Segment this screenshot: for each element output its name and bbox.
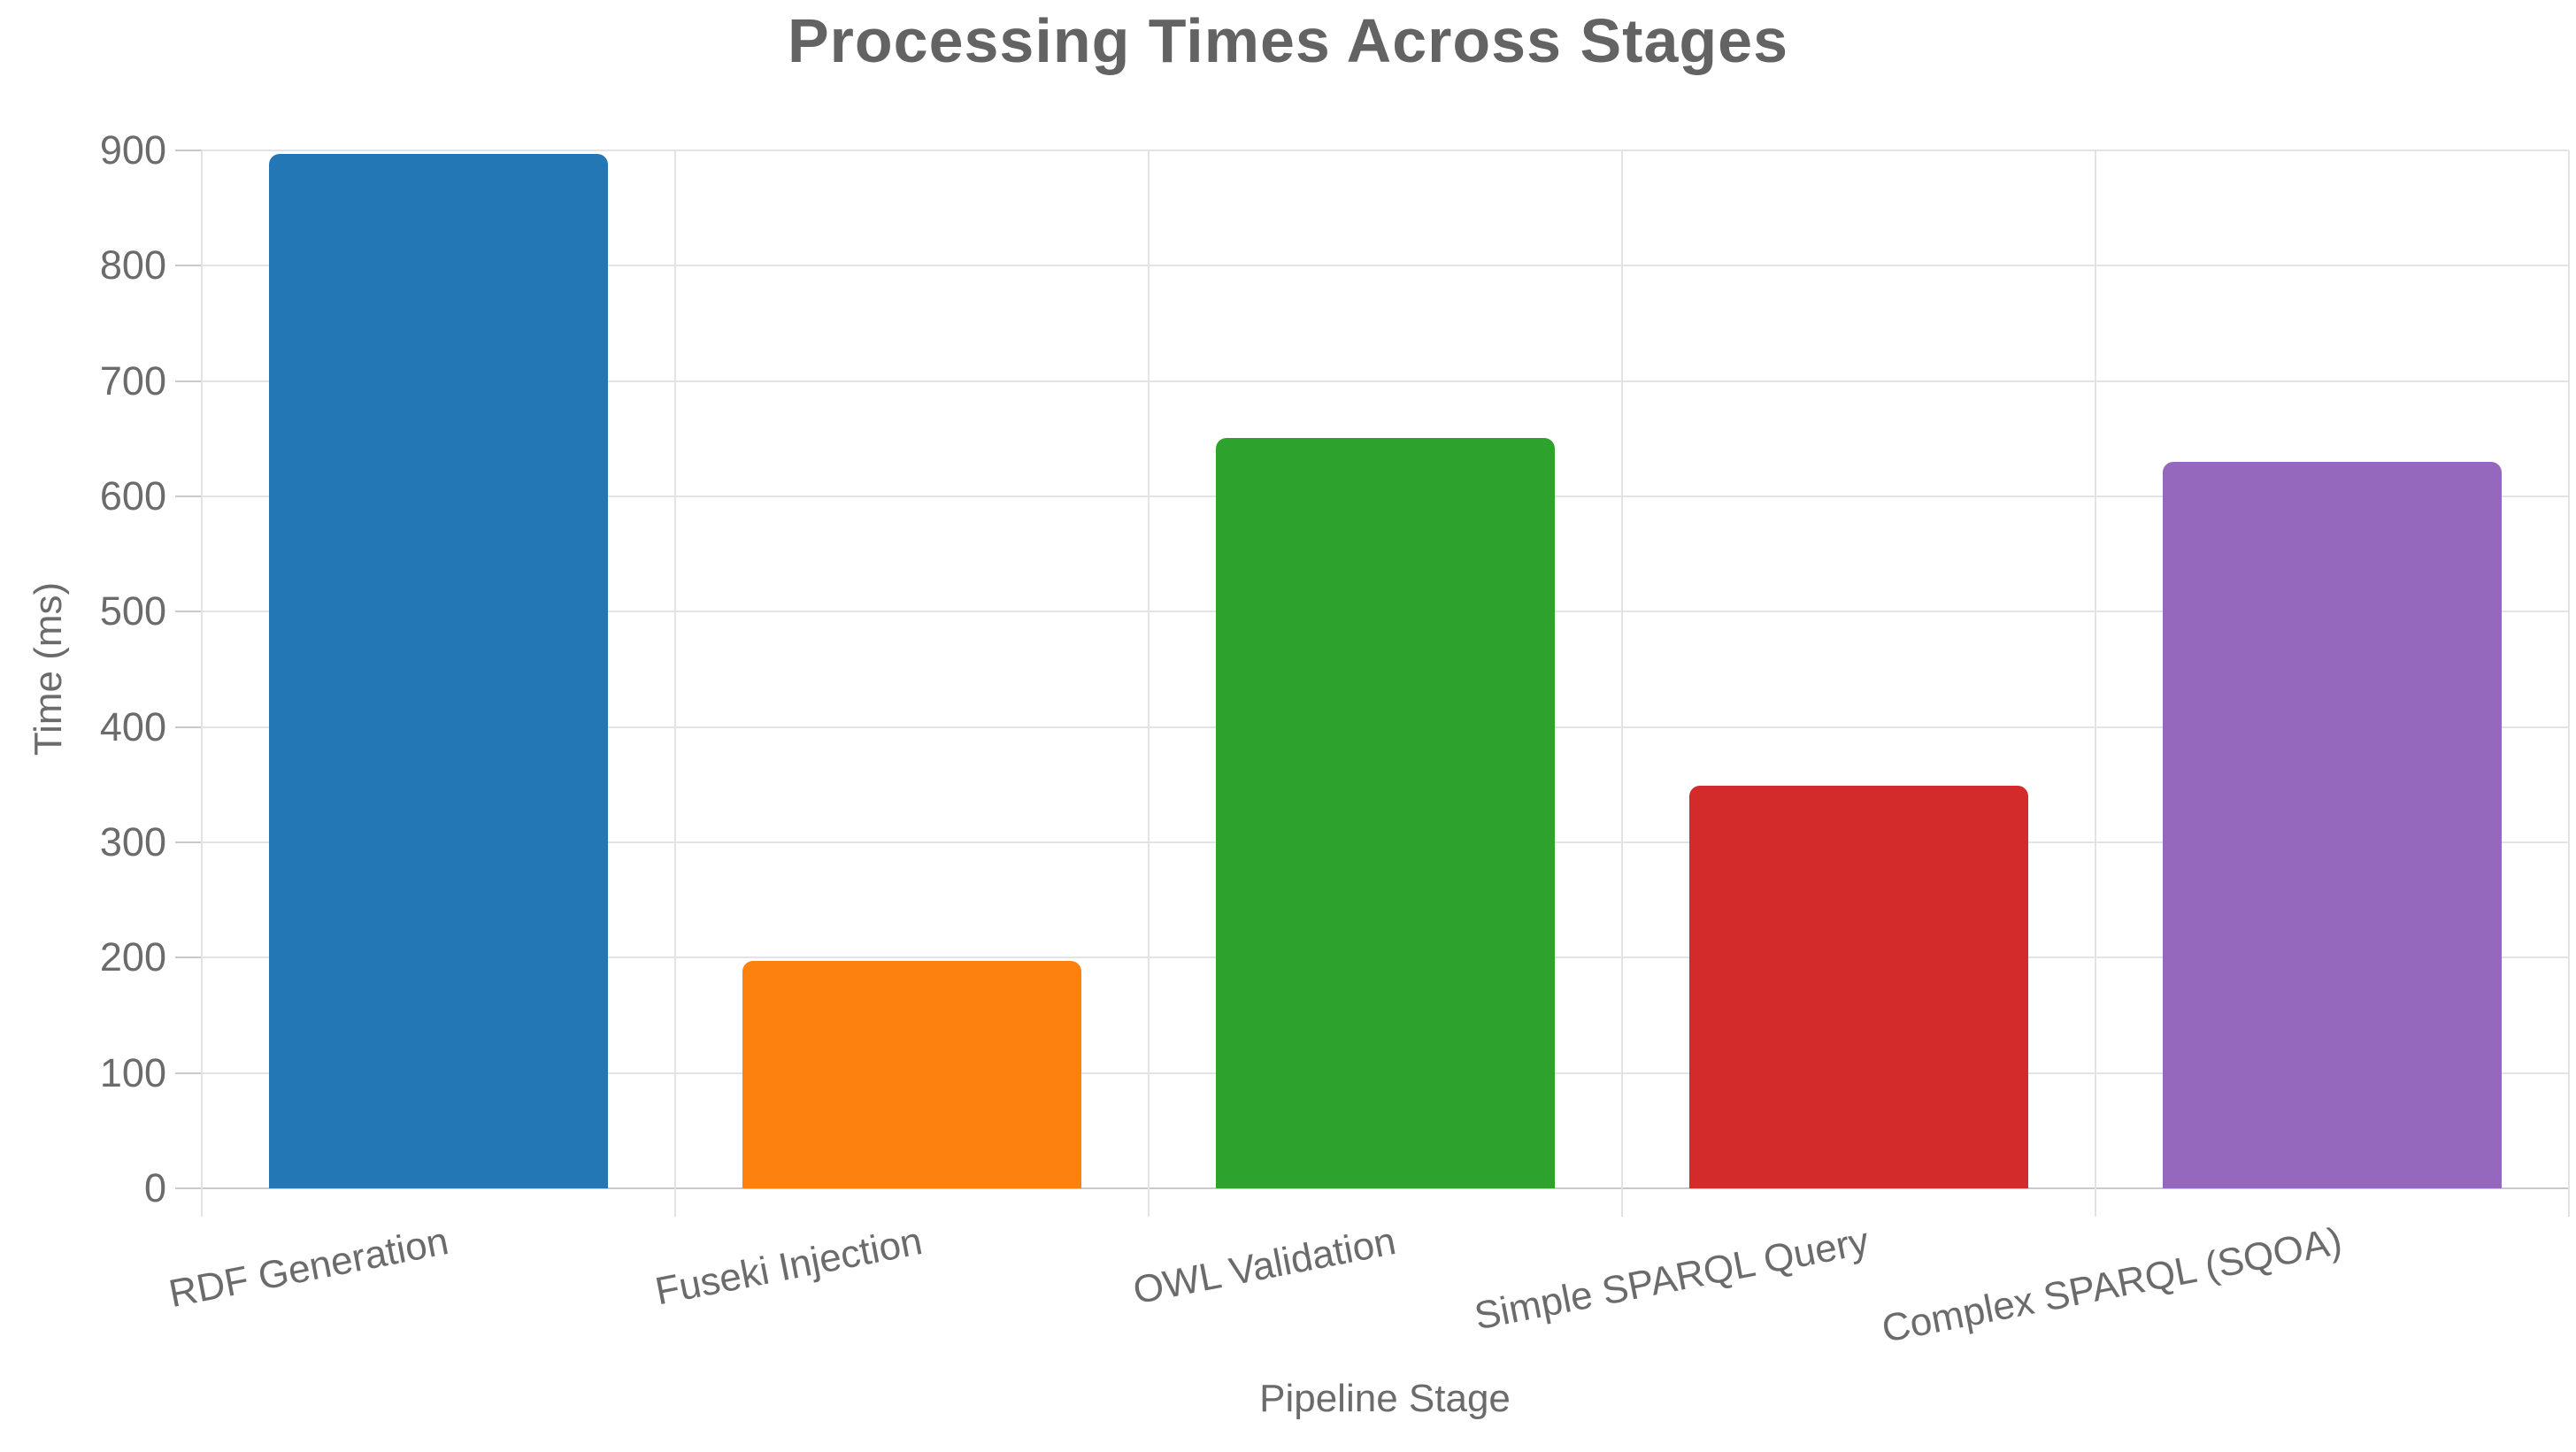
y-tick-mark	[175, 150, 202, 151]
hgridline	[202, 380, 2569, 382]
vgridline	[1621, 150, 1623, 1217]
chart-title: Processing Times Across Stages	[787, 6, 1789, 75]
y-tick-mark	[175, 1187, 202, 1189]
y-tick-mark	[175, 265, 202, 267]
bar-complex-sparql-sqoa-	[2163, 462, 2502, 1188]
y-axis-title: Time (ms)	[27, 581, 70, 757]
bar-owl-validation	[1216, 438, 1555, 1188]
bar-rdf-generation	[269, 154, 608, 1188]
x-axis-line	[202, 1187, 2569, 1189]
y-tick-mark	[175, 1072, 202, 1074]
y-tick-label: 400	[99, 703, 166, 749]
y-tick-label: 500	[99, 588, 166, 634]
y-tick-label: 600	[99, 473, 166, 519]
y-tick-label: 300	[99, 819, 166, 864]
vgridline	[2095, 150, 2096, 1217]
hgridline	[202, 265, 2569, 267]
vgridline	[674, 150, 676, 1217]
y-tick-mark	[175, 496, 202, 497]
y-tick-label: 900	[99, 127, 166, 173]
y-tick-label: 100	[99, 1049, 166, 1095]
x-tick-label: OWL Validation	[1129, 1219, 1399, 1313]
y-tick-mark	[175, 726, 202, 728]
y-tick-mark	[175, 841, 202, 843]
y-tick-mark	[175, 956, 202, 959]
y-tick-mark	[175, 380, 202, 382]
y-axis-line	[201, 150, 203, 1217]
hgridline	[202, 150, 2569, 151]
x-tick-label: Fuseki Injection	[651, 1219, 926, 1314]
x-tick-label: RDF Generation	[165, 1219, 452, 1317]
bar-simple-sparql-query	[1689, 786, 2028, 1188]
vgridline	[2568, 150, 2570, 1217]
y-tick-label: 0	[143, 1165, 166, 1210]
plot-area: 0 100 200 300 400 500 600 700 800 900 RDF Generati…	[100, 127, 2570, 1351]
bar-fuseki-injection	[742, 961, 1081, 1188]
y-tick-mark	[175, 611, 202, 613]
x-tick-label: Simple SPARQL Query	[1471, 1219, 1872, 1339]
vgridline	[1148, 150, 1150, 1217]
x-tick-label: Complex SPARQL (SQOA)	[1879, 1219, 2346, 1351]
y-tick-label: 700	[99, 357, 166, 403]
x-axis-title: Pipeline Stage	[1259, 1377, 1511, 1420]
y-tick-label: 200	[99, 934, 166, 980]
y-tick-label: 800	[99, 242, 166, 288]
